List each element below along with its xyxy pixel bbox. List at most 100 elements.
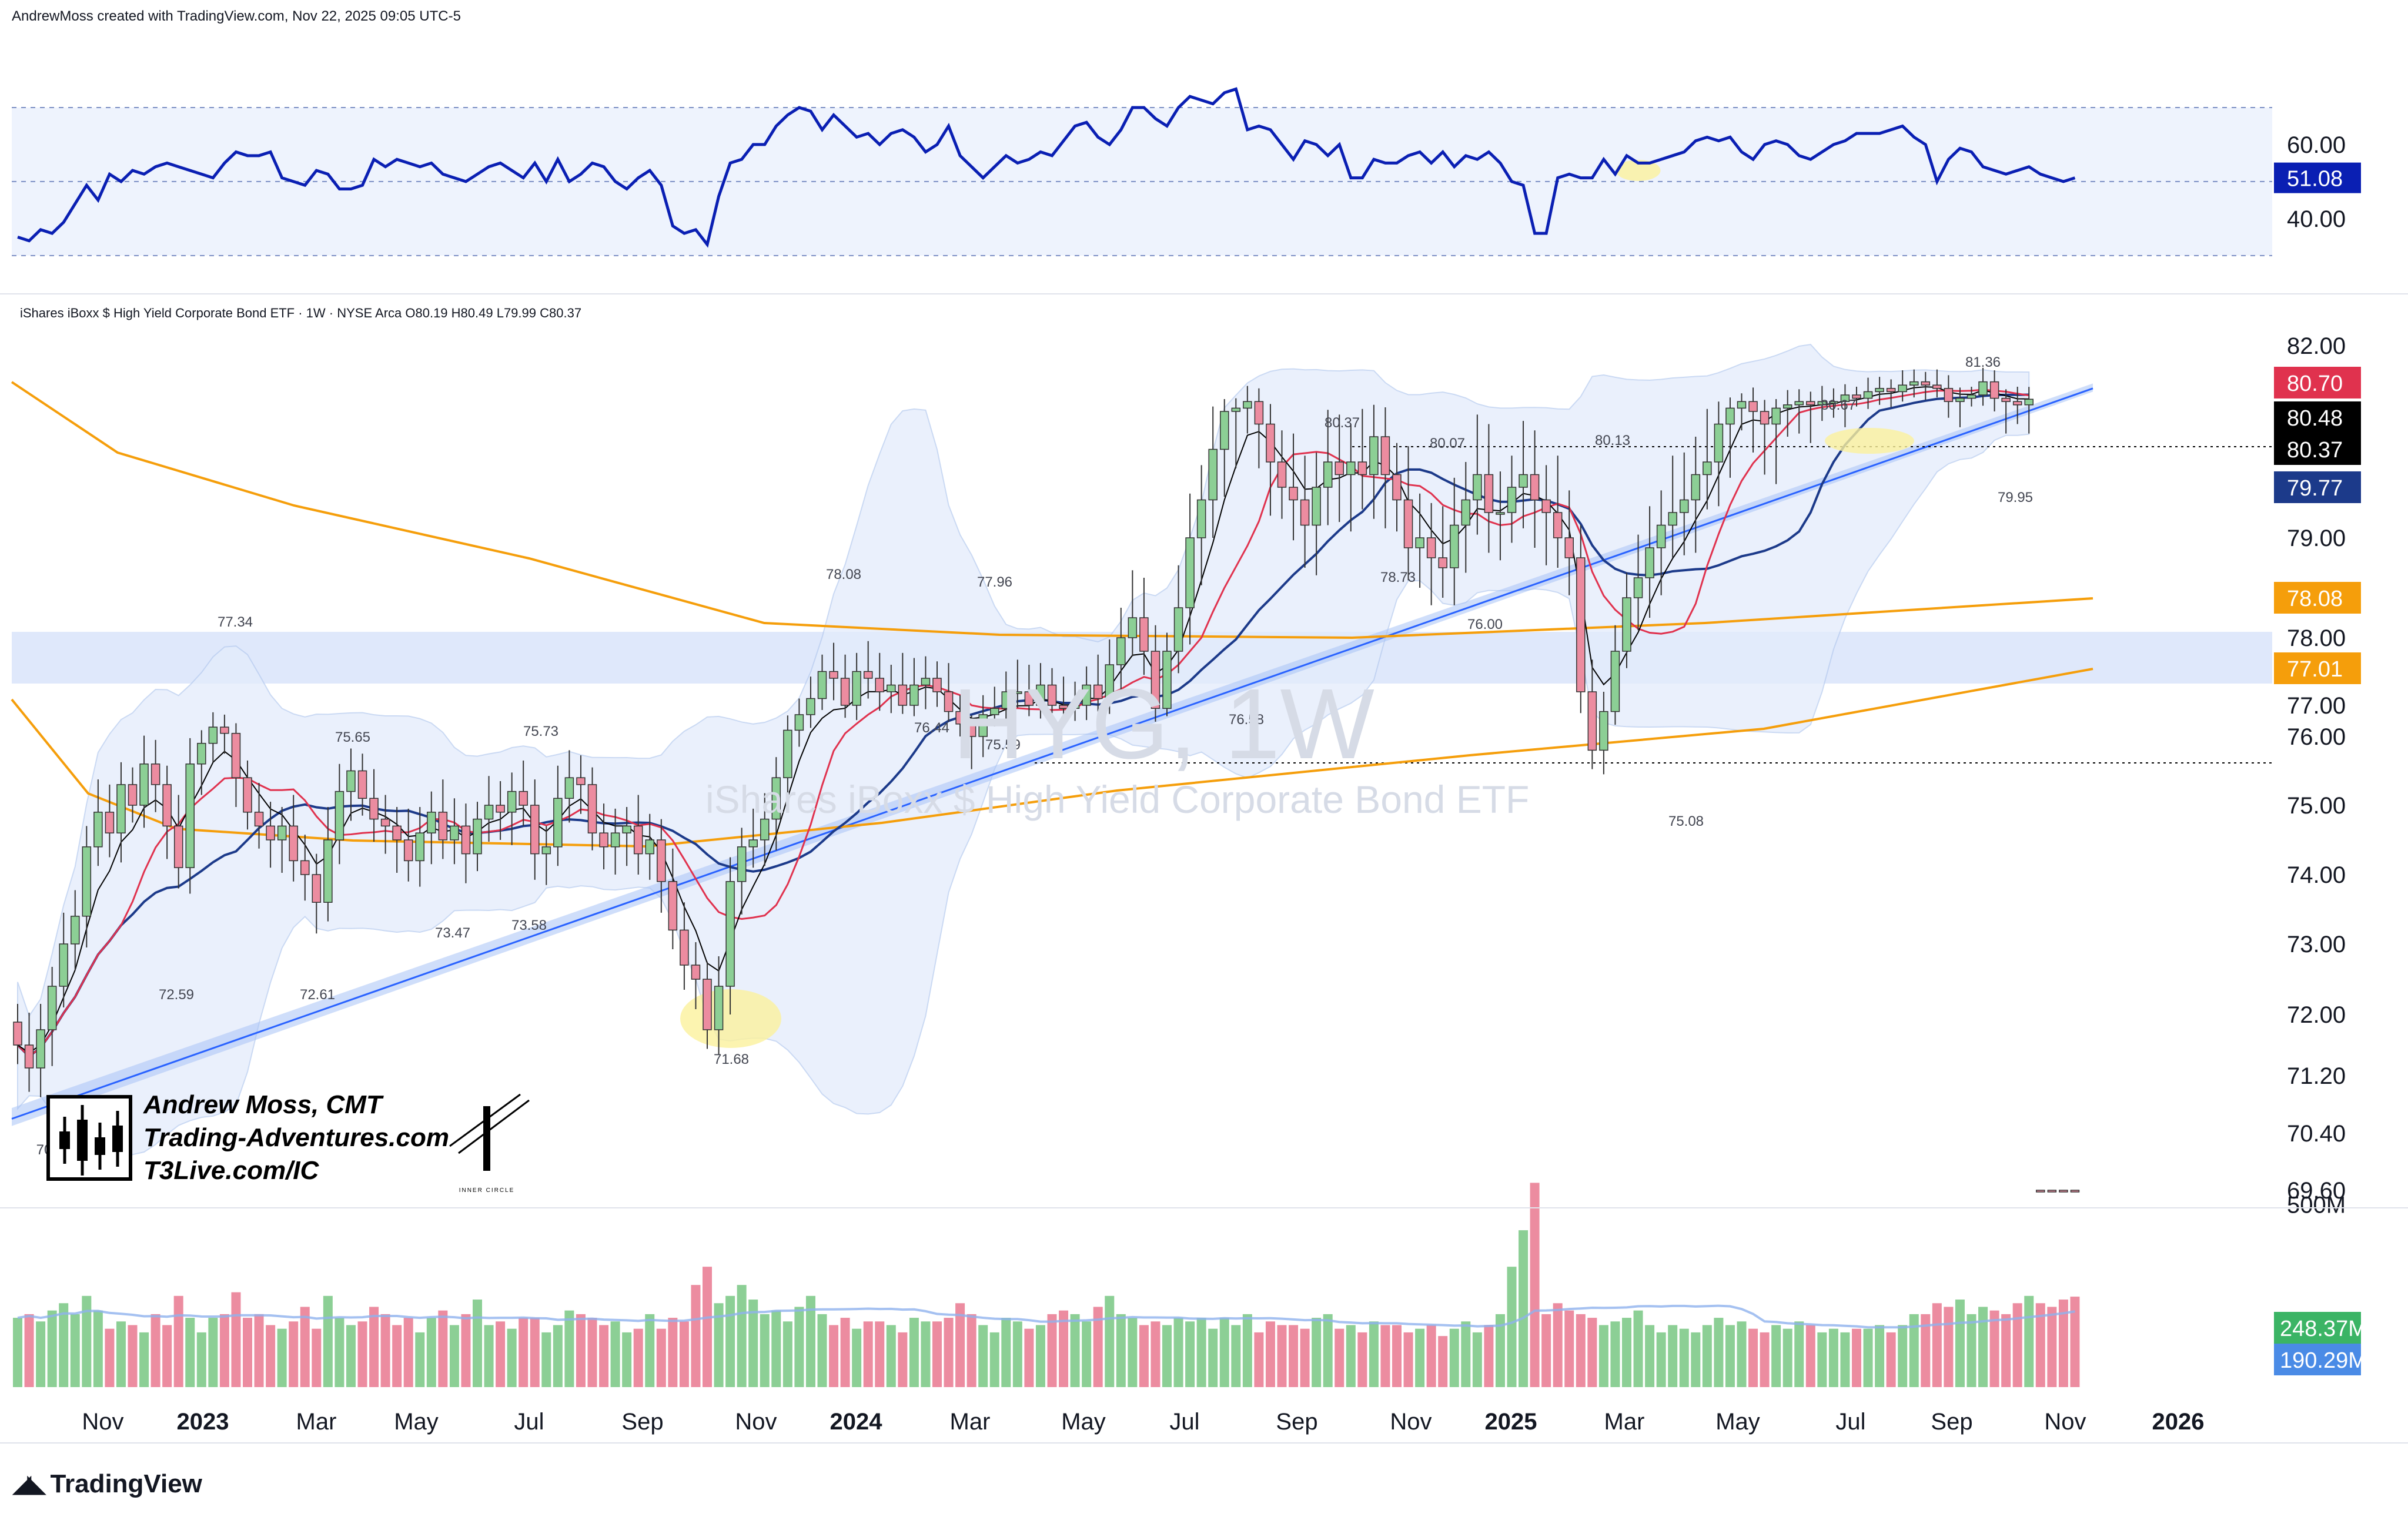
volume-bar [1875, 1325, 1885, 1387]
volume-bar [461, 1314, 471, 1387]
volume-bar [36, 1321, 46, 1387]
volume-bar [219, 1314, 229, 1387]
price-tick-label: 82.00 [2287, 333, 2346, 359]
volume-bar [1828, 1328, 1838, 1387]
volume-bar [1070, 1314, 1080, 1387]
candle-body [576, 777, 586, 785]
price-tag-label: 77.01 [2287, 657, 2343, 682]
volume-bar [564, 1310, 574, 1387]
volume-bar [1139, 1325, 1149, 1387]
volume-bar [1944, 1307, 1954, 1387]
price-annotation: 80.07 [1430, 436, 1465, 451]
volume-bar [576, 1314, 586, 1387]
volume-pane[interactable]: 500M 248.37M 190.29M [13, 1183, 2367, 1387]
volume-bar [679, 1321, 689, 1387]
candle-body [392, 825, 402, 840]
candle-body [1277, 461, 1287, 488]
date-tick-label: 2023 [177, 1409, 229, 1435]
price-pane[interactable]: 77.34 72.59 72.61 75.65 73.47 75.73 73.58 71.68… [11, 306, 2361, 1204]
candle-body [2070, 1190, 2080, 1193]
candle-body [1082, 684, 1091, 706]
volume-bar [1173, 1318, 1183, 1387]
volume-bar [1242, 1314, 1252, 1387]
volume-bar [392, 1325, 402, 1387]
volume-bar [1162, 1325, 1172, 1387]
candle-body [438, 812, 448, 840]
volume-bar [1151, 1321, 1160, 1387]
volume-bar [725, 1295, 735, 1387]
volume-bar [794, 1307, 804, 1387]
volume-bar [1794, 1321, 1804, 1387]
candle-body [2012, 401, 2022, 406]
tradingview-logo[interactable]: ◢◣ TradingView [13, 1469, 202, 1499]
price-annotation: 72.59 [159, 987, 194, 1003]
volume-bar [1357, 1332, 1367, 1387]
volume-bar [805, 1295, 815, 1387]
legend-line: iShares iBoxx $ High Yield Corporate Bon… [20, 306, 581, 320]
volume-bar [1771, 1325, 1781, 1387]
volume-bar [1254, 1332, 1264, 1387]
volume-bar [1047, 1314, 1057, 1387]
candle-body [1473, 474, 1482, 501]
candle-body [496, 805, 505, 813]
candle-body [105, 812, 115, 833]
rsi-pane[interactable]: 60.00 40.00 51.08 [12, 87, 2361, 256]
volume-bar [2058, 1300, 2068, 1387]
price-tag-label: 79.77 [2287, 476, 2343, 501]
candle-body [1725, 407, 1735, 425]
volume-bar [380, 1314, 390, 1387]
candle-body [1254, 401, 1264, 425]
date-tick-label: May [1061, 1409, 1106, 1435]
candle-body [530, 805, 540, 855]
volume-bar [1576, 1314, 1586, 1387]
volume-bar [989, 1332, 999, 1387]
price-tag [2274, 582, 2361, 614]
volume-bar [496, 1321, 506, 1387]
volume-tick-label: 500M [2287, 1193, 2346, 1218]
volume-bar [541, 1332, 551, 1387]
volume-bar [852, 1328, 862, 1387]
volume-bar [1610, 1321, 1620, 1387]
candle-body [403, 839, 413, 862]
chart-overlay: Nov 2023 Mar May Jul Sep Nov 2024 Mar May Jul Sep No… [0, 293, 2408, 1444]
candle-body [473, 818, 482, 855]
rsi-tick-label: 40.00 [2287, 206, 2346, 232]
volume-bar [1679, 1328, 1689, 1387]
candle-body [657, 839, 666, 882]
candle-body [1036, 684, 1045, 706]
volume-bar [1093, 1307, 1103, 1387]
candle-body [1909, 381, 1919, 386]
candle-body [1266, 423, 1275, 463]
candle-body [1921, 381, 1931, 386]
volume-bar [116, 1321, 126, 1387]
date-tick-label: Jul [1169, 1409, 1199, 1435]
ma-200-line [11, 381, 2093, 639]
price-tick-label: 71.20 [2287, 1063, 2346, 1089]
trend-channel [12, 383, 2093, 1126]
volume-bar [1289, 1325, 1299, 1387]
volume-bar [875, 1321, 885, 1387]
volume-bar [530, 1318, 540, 1387]
candle-body [1703, 461, 1712, 475]
candle-body [1231, 407, 1241, 412]
volume-bar [403, 1318, 413, 1387]
volume-bar [1495, 1314, 1505, 1387]
date-tick-label: Sep [1276, 1409, 1317, 1435]
candle-body [1875, 388, 1884, 393]
volume-bar [782, 1321, 792, 1387]
price-tag-label: 80.37 [2287, 438, 2343, 463]
candle-body [909, 684, 919, 706]
candle-body [427, 812, 436, 833]
candle-body [1989, 381, 1999, 399]
volume-bar [1782, 1328, 1792, 1387]
volume-bar [150, 1314, 160, 1387]
volume-bar [266, 1325, 276, 1387]
candle-body [1610, 651, 1620, 712]
candle-body [1128, 617, 1138, 638]
price-tag-label: 78.08 [2287, 587, 2343, 611]
volume-bar [1059, 1310, 1069, 1387]
volume-bar [1461, 1321, 1471, 1387]
volume-bar [47, 1310, 57, 1387]
candle-body [1932, 384, 1942, 389]
